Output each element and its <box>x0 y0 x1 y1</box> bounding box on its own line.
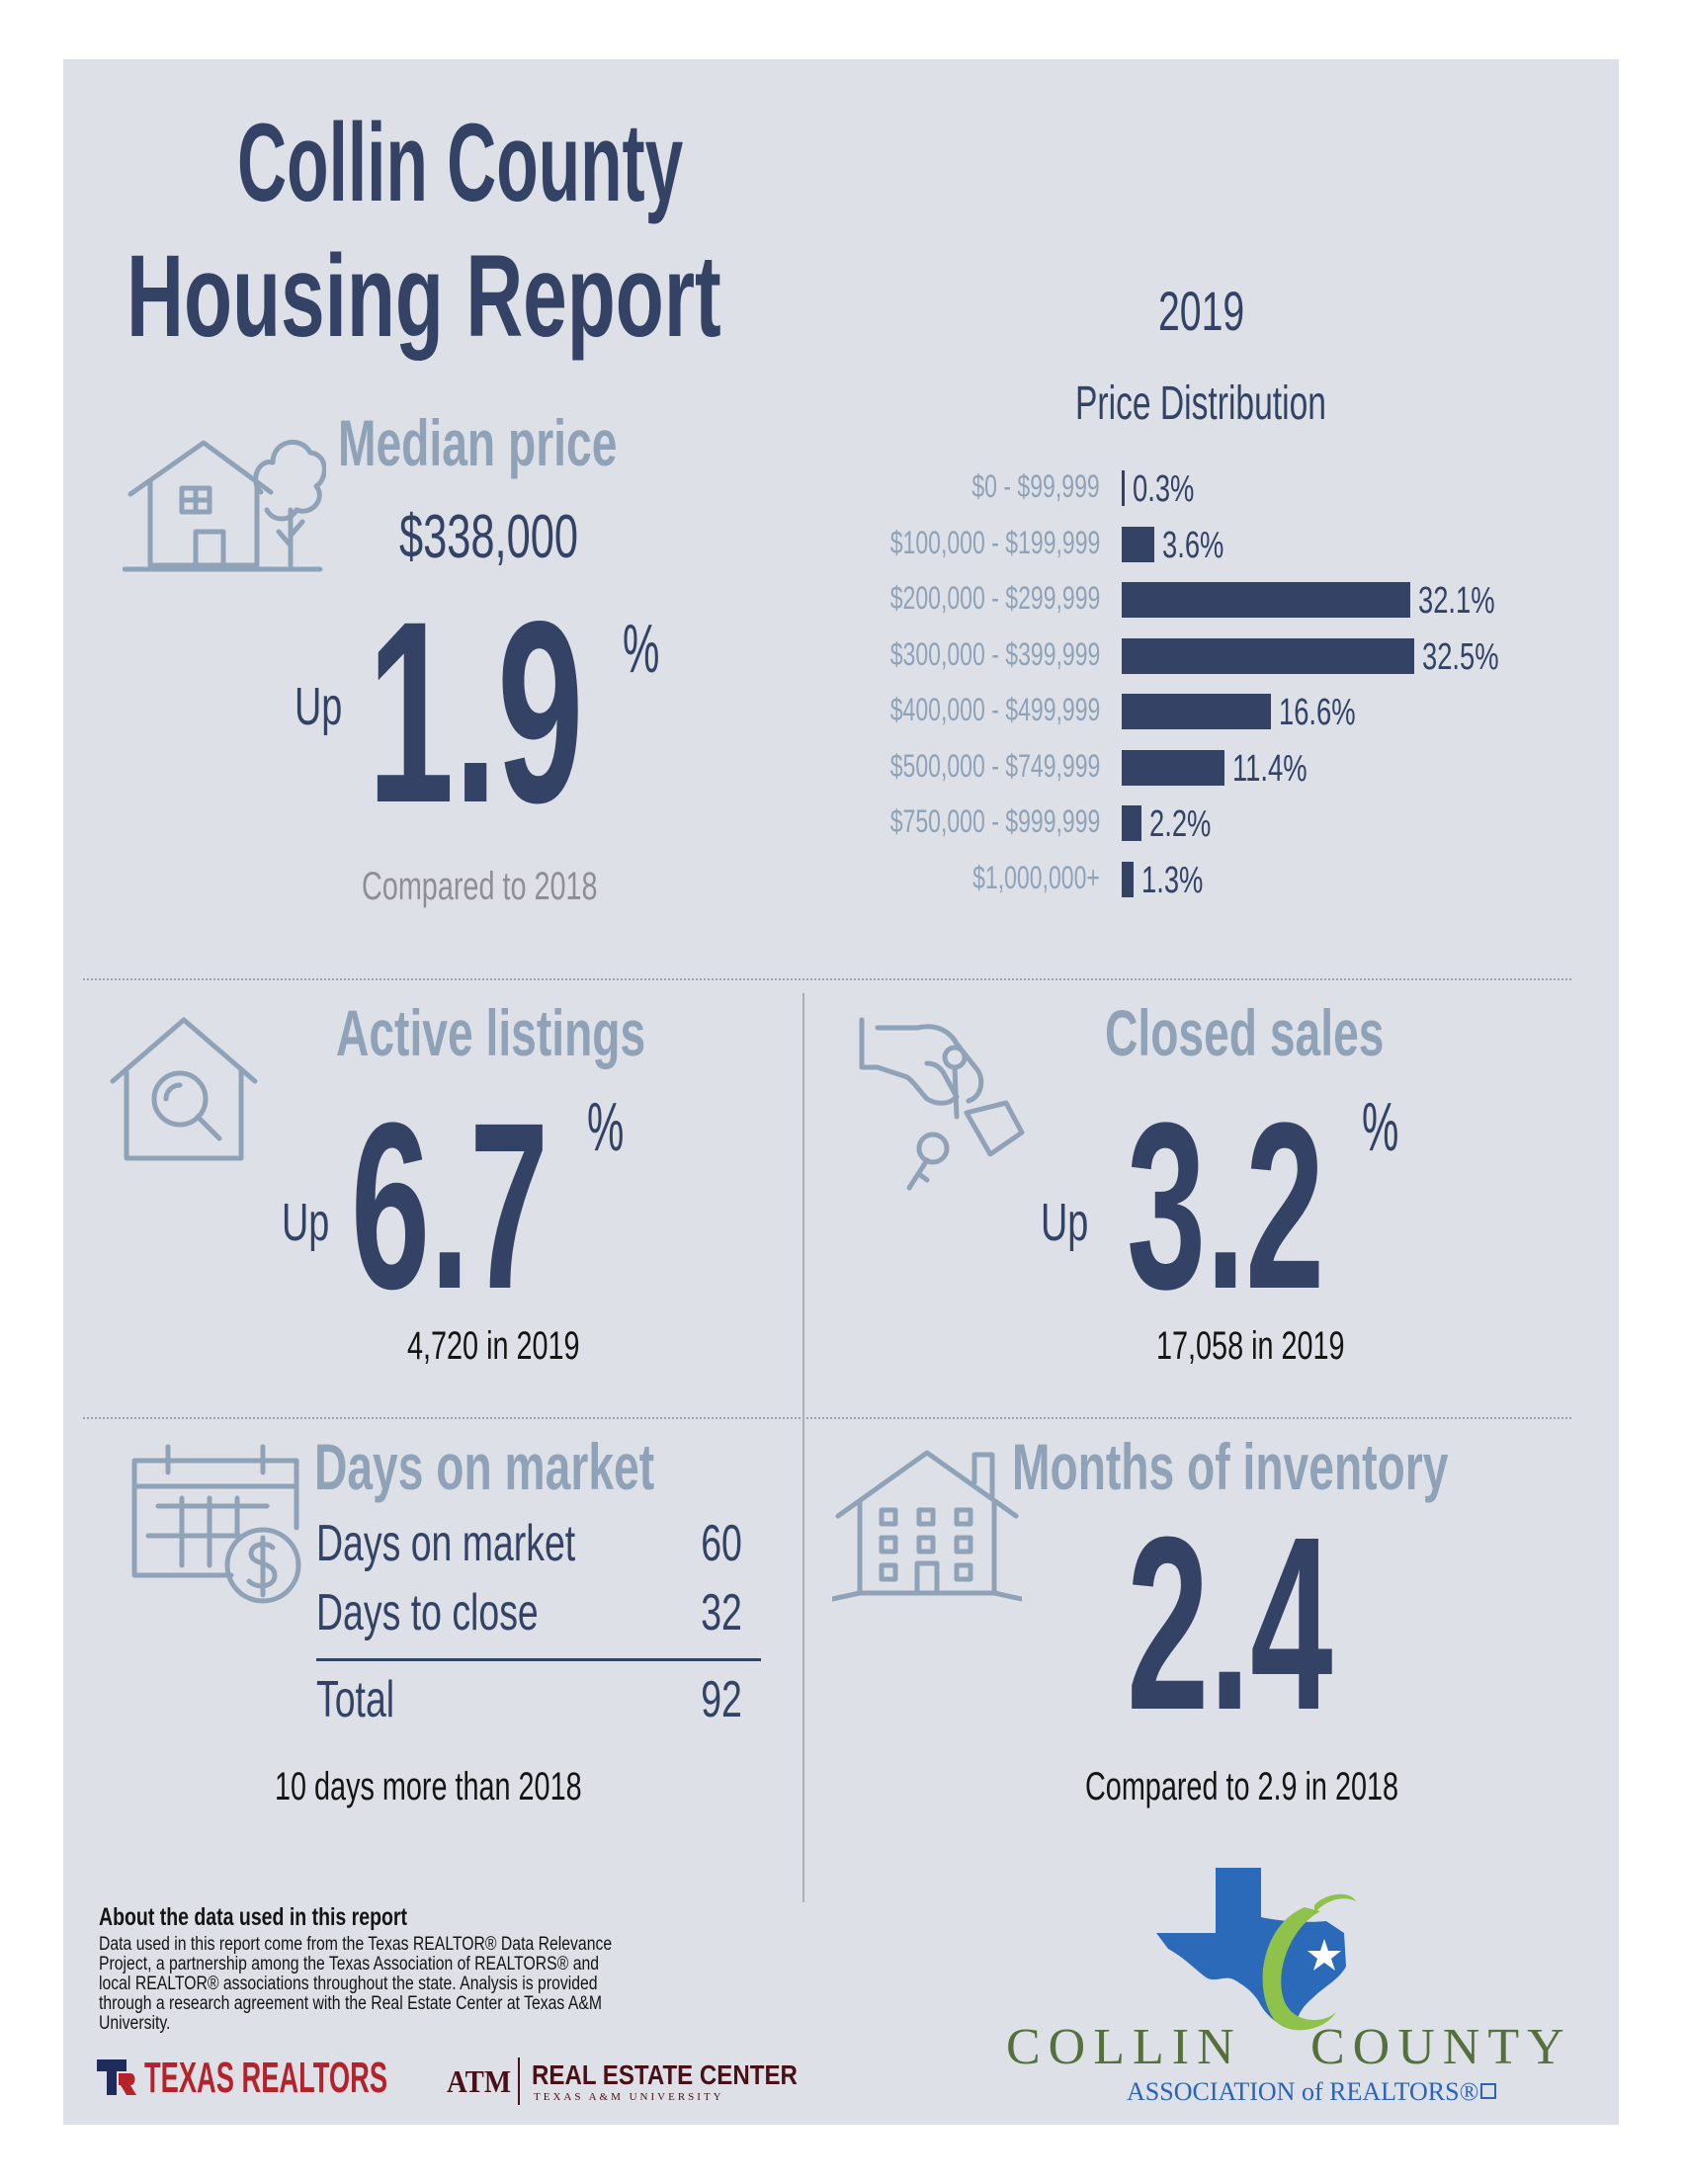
distribution-category-label: $200,000 - $299,999 <box>889 580 1100 616</box>
report-year: 2019 <box>1158 280 1245 342</box>
county-logo-text: COUNTY <box>1310 2019 1572 2075</box>
months-inventory-heading: Months of inventory <box>1012 1430 1449 1503</box>
report-panel <box>63 59 1619 2125</box>
price-distribution-title: Price Distribution <box>1075 378 1326 430</box>
logo-separator <box>518 2058 520 2105</box>
closed-sales-heading: Closed sales <box>1105 996 1385 1069</box>
distribution-row: $1,000,000+ 1.3% <box>0 854 1687 903</box>
active-listings-direction: Up <box>282 1193 330 1252</box>
atm-logo: ATM <box>447 2063 512 2099</box>
distribution-category-label: $100,000 - $199,999 <box>889 524 1100 560</box>
hand-key-icon <box>859 1017 1025 1191</box>
distribution-bar <box>1122 526 1154 562</box>
distribution-category-label: $300,000 - $399,999 <box>889 635 1100 672</box>
distribution-row: $100,000 - $199,999 3.6% <box>0 519 1687 568</box>
distribution-category-label: $0 - $99,999 <box>971 468 1100 504</box>
texas-map-icon <box>1156 1868 1356 2031</box>
distribution-value-label: 2.2% <box>1149 803 1212 845</box>
months-inventory-detail: Compared to 2.9 in 2018 <box>1085 1765 1399 1808</box>
days-on-market-detail: 10 days more than 2018 <box>275 1765 582 1808</box>
distribution-bar <box>1122 470 1125 506</box>
distribution-bar <box>1122 637 1414 674</box>
dtc-row-value: 32 <box>701 1584 742 1641</box>
distribution-bar <box>1122 861 1134 897</box>
distribution-category-label: $400,000 - $499,999 <box>889 692 1100 727</box>
median-price-heading: Median price <box>338 406 618 479</box>
distribution-bar <box>1122 749 1224 786</box>
days-on-market-heading: Days on market <box>314 1430 655 1503</box>
about-heading: About the data used in this report <box>99 1903 408 1931</box>
distribution-bar <box>1122 582 1411 618</box>
apartment-building-icon <box>832 1450 1022 1602</box>
median-price-unit: % <box>623 610 660 687</box>
collin-logo-text: COLLIN <box>1006 2019 1242 2075</box>
distribution-value-label: 16.6% <box>1279 692 1356 733</box>
real-estate-center-logo: REAL ESTATE CENTER <box>532 2059 798 2090</box>
distribution-row: $200,000 - $299,999 32.1% <box>0 574 1687 624</box>
total-value: 92 <box>701 1671 742 1728</box>
median-price-value: $338,000 <box>399 503 579 571</box>
column-divider <box>802 993 804 1902</box>
active-listings-heading: Active listings <box>336 996 646 1069</box>
section-divider <box>83 978 1571 980</box>
closed-sales-change: 3.2 <box>1127 1073 1325 1338</box>
calendar-dollar-icon <box>131 1444 301 1604</box>
section-divider <box>83 1417 1571 1419</box>
distribution-value-label: 0.3% <box>1133 468 1195 510</box>
median-price-comparison: Compared to 2018 <box>362 865 598 908</box>
house-tree-icon <box>123 440 326 572</box>
total-label: Total <box>316 1671 395 1728</box>
distribution-value-label: 1.3% <box>1140 859 1204 901</box>
distribution-category-label: $750,000 - $999,999 <box>889 803 1100 839</box>
title-line1: Collin County <box>237 101 684 224</box>
dom-row-value: 60 <box>701 1515 742 1572</box>
closed-sales-unit: % <box>1362 1088 1399 1165</box>
distribution-value-label: 11.4% <box>1231 747 1307 790</box>
distribution-row: $500,000 - $749,999 11.4% <box>0 742 1687 792</box>
association-logo-text: ASSOCIATION of REALTORS® <box>1127 2077 1479 2106</box>
median-price-change: 1.9 <box>368 567 584 857</box>
distribution-value-label: 32.1% <box>1418 580 1495 622</box>
distribution-category-label: $1,000,000+ <box>972 859 1100 895</box>
texas-realtors-logo-mark <box>97 2058 136 2097</box>
about-body: Data used in this report come from the T… <box>99 1934 613 2034</box>
distribution-row: $400,000 - $499,999 16.6% <box>0 686 1687 735</box>
house-search-icon <box>110 1017 258 1161</box>
texas-realtors-logo: TEXAS REALTORS <box>144 2054 388 2102</box>
title-line2: Housing Report <box>127 231 721 362</box>
closed-sales-detail: 17,058 in 2019 <box>1156 1324 1345 1368</box>
distribution-row: $750,000 - $999,999 2.2% <box>0 798 1687 847</box>
total-rule <box>316 1658 761 1661</box>
median-price-direction: Up <box>295 677 343 736</box>
realtor-mark-icon <box>1480 2083 1496 2099</box>
distribution-value-label: 32.5% <box>1422 635 1499 678</box>
active-listings-change: 6.7 <box>351 1073 549 1338</box>
months-inventory-value: 2.4 <box>1127 1485 1333 1761</box>
distribution-value-label: 3.6% <box>1161 524 1224 566</box>
distribution-category-label: $500,000 - $749,999 <box>889 747 1100 784</box>
distribution-bar <box>1122 694 1272 729</box>
active-listings-unit: % <box>587 1088 625 1165</box>
active-listings-detail: 4,720 in 2019 <box>407 1324 580 1368</box>
real-estate-center-subtitle: TEXAS A&M UNIVERSITY <box>534 2091 724 2103</box>
closed-sales-direction: Up <box>1041 1193 1089 1252</box>
distribution-bar <box>1122 805 1142 841</box>
dom-row-label: Days on market <box>316 1515 576 1572</box>
distribution-row: $300,000 - $399,999 32.5% <box>0 630 1687 680</box>
dtc-row-label: Days to close <box>316 1584 539 1641</box>
distribution-row: $0 - $99,999 0.3% <box>0 462 1687 512</box>
